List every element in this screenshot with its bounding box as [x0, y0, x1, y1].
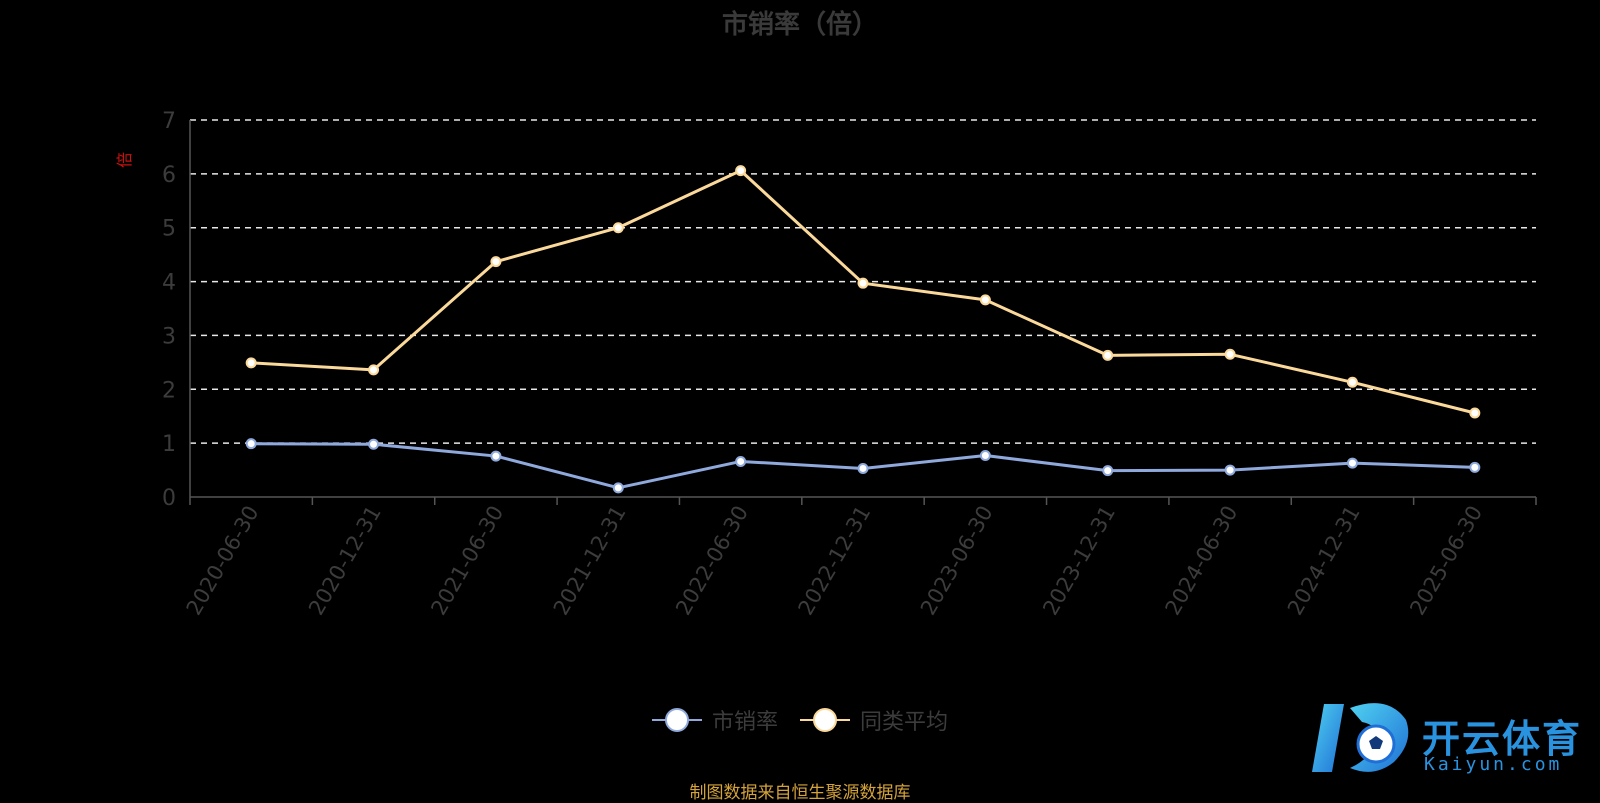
data-point-series-2	[1346, 376, 1358, 388]
logo-text-en: Kaiyun.com	[1424, 754, 1563, 775]
x-tick-label: 2024-12-31	[1283, 502, 1365, 620]
y-tick-label: 1	[162, 432, 176, 457]
legend-label-series1: 市销率	[711, 710, 778, 735]
logo-text-cn: 开云体育	[1422, 717, 1583, 761]
legend-item-series1[interactable]: 市销率	[651, 704, 778, 736]
x-tick-label: 2023-06-30	[916, 502, 998, 620]
axes	[189, 120, 1537, 505]
series-line-2	[251, 169, 1476, 415]
y-tick-label: 6	[162, 163, 176, 188]
legend-swatch-series2	[800, 707, 850, 733]
data-point-series-2	[245, 357, 257, 369]
x-tick-label: 2020-06-30	[182, 502, 264, 620]
legend-item-series2[interactable]: 同类平均	[800, 704, 948, 736]
data-point-series-2	[368, 364, 380, 376]
source-note: 制图数据来自恒生聚源数据库	[689, 783, 911, 803]
y-axis-label: 倍	[115, 152, 134, 168]
series-lines	[245, 165, 1481, 494]
data-point-series-1	[490, 450, 502, 462]
data-point-series-1	[612, 482, 624, 494]
brand-logo: 开云体育 Kaiyun.com	[1310, 698, 1600, 788]
data-point-series-2	[1469, 407, 1481, 419]
y-tick-label: 5	[162, 217, 176, 242]
data-point-series-2	[857, 277, 869, 289]
legend-label-series2: 同类平均	[860, 710, 949, 735]
x-tick-label: 2021-12-31	[549, 502, 631, 620]
x-tick-label: 2025-06-30	[1405, 502, 1487, 620]
logo-mark-icon	[1312, 703, 1409, 772]
y-tick-label: 4	[162, 271, 176, 296]
x-tick-label: 2022-12-31	[794, 502, 876, 620]
x-tick-label: 2023-12-31	[1038, 502, 1120, 620]
legend-swatch-series1	[651, 707, 702, 733]
data-point-series-1	[857, 462, 869, 474]
data-point-series-1	[1469, 461, 1481, 473]
x-tick-label: 2022-06-30	[671, 502, 753, 620]
data-point-series-1	[979, 450, 991, 462]
line-chart: 0 1 2 3 4 5 6 7 倍 2020-06-30 2020-12-31 2021-06-30 2…	[115, 109, 1537, 619]
data-point-series-2	[1102, 349, 1114, 361]
data-point-series-1	[1102, 465, 1114, 477]
data-point-series-1	[1224, 464, 1236, 476]
y-tick-label: 0	[162, 486, 176, 511]
y-tick-label: 7	[162, 109, 176, 134]
x-tick-label: 2020-12-31	[304, 502, 386, 620]
x-tick-label: 2024-06-30	[1161, 502, 1243, 620]
data-point-series-2	[979, 294, 991, 306]
data-point-series-2	[612, 222, 624, 234]
data-point-series-2	[1224, 348, 1236, 360]
tick-labels: 0 1 2 3 4 5 6 7 倍 2020-06-30 2020-12-31 2021-06-30 2…	[115, 109, 1487, 619]
data-point-series-1	[245, 438, 257, 450]
data-point-series-2	[735, 165, 747, 177]
x-tick-label: 2021-06-30	[426, 501, 508, 619]
y-tick-label: 3	[162, 324, 176, 349]
data-point-series-1	[368, 438, 380, 450]
legend: 市销率 同类平均	[0, 704, 1600, 736]
chart-title: 市销率（倍）	[721, 10, 878, 40]
data-point-series-1	[735, 455, 747, 467]
data-point-series-1	[1346, 457, 1358, 469]
data-point-series-2	[490, 256, 502, 268]
y-tick-label: 2	[162, 378, 176, 403]
